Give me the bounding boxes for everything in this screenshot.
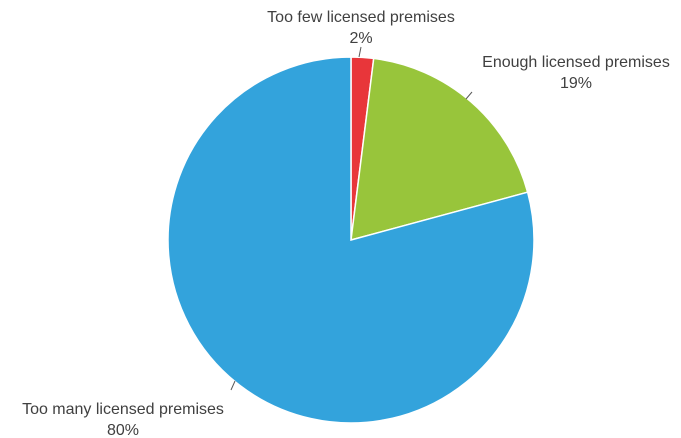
pie-slice-enough	[350, 57, 529, 242]
leader-lines	[230, 46, 473, 391]
leader-line-enough	[465, 91, 473, 100]
slice-value-too-few: 2%	[349, 30, 372, 47]
pie-slices	[167, 56, 535, 424]
slice-label-enough: Enough licensed premises	[482, 54, 670, 71]
leader-line-too-few	[358, 46, 362, 58]
slice-label-too-few: Too few licensed premises	[267, 9, 455, 26]
pie-slice-too-many	[167, 56, 535, 424]
slice-value-enough: 19%	[560, 75, 592, 92]
slice-label-too-many: Too many licensed premises	[22, 401, 224, 418]
slice-value-too-many: 80%	[107, 422, 139, 438]
leader-line-too-many	[230, 380, 236, 391]
